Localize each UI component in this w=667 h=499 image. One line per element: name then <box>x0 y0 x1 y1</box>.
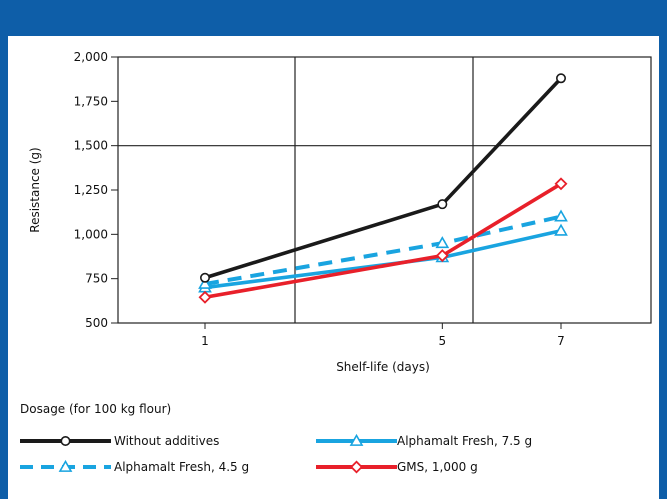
data-point <box>554 209 568 222</box>
series-line <box>204 229 562 290</box>
y-tick-label: 1,000 <box>74 227 108 241</box>
legend-label: Without additives <box>114 434 219 448</box>
data-point <box>200 272 211 283</box>
plot-border <box>117 56 652 324</box>
series-3 <box>198 209 568 289</box>
x-tick-label: 1 <box>201 334 209 348</box>
legend-marker <box>58 459 73 472</box>
data-point <box>198 290 212 304</box>
y-tick-label: 1,250 <box>74 183 108 197</box>
legend-marker <box>60 435 71 446</box>
series-1 <box>200 73 566 283</box>
y-axis-title: Resistance (g) <box>28 147 42 232</box>
legend-marker <box>349 433 364 446</box>
x-tick-label: 7 <box>557 334 565 348</box>
legend-label: Alphamalt Fresh, 7.5 g <box>397 434 532 448</box>
legend-label: GMS, 1,000 g <box>397 460 478 474</box>
x-tick-label: 5 <box>439 334 447 348</box>
y-tick-label: 1,500 <box>74 139 108 153</box>
series-layer <box>198 73 568 304</box>
legend-title: Dosage (for 100 kg flour) <box>20 402 171 416</box>
y-tick-label: 500 <box>85 316 108 330</box>
legend-marker <box>350 460 363 474</box>
data-point <box>554 177 568 191</box>
chart-panel: 500 750 1,000 1,250 1,500 1,750 2,000 1 5 7 Shelf… <box>8 36 659 499</box>
series-line <box>204 77 563 280</box>
legend-item-4: GMS, 1,000 g <box>316 460 478 474</box>
data-point <box>435 249 449 263</box>
data-point <box>435 236 450 249</box>
y-tick-label: 1,750 <box>74 94 108 108</box>
series-line <box>204 214 562 286</box>
series-2 <box>198 223 568 293</box>
axis-ticks: 500 750 1,000 1,250 1,500 1,750 2,000 1 5 7 <box>74 50 565 348</box>
resistance-line-chart: 500 750 1,000 1,250 1,500 1,750 2,000 1 5 7 Shelf… <box>20 50 652 474</box>
legend-item-2: Alphamalt Fresh, 7.5 g <box>316 433 532 448</box>
legend-label: Alphamalt Fresh, 4.5 g <box>114 460 249 474</box>
data-point <box>555 73 566 84</box>
legend-item-1: Without additives <box>20 434 219 448</box>
y-tick-label: 2,000 <box>74 50 108 64</box>
data-point <box>198 276 212 289</box>
data-point <box>437 199 448 210</box>
legend: Dosage (for 100 kg flour) Without additi… <box>20 402 532 474</box>
data-point <box>554 223 568 236</box>
x-axis-title: Shelf-life (days) <box>336 360 430 374</box>
y-tick-label: 750 <box>85 272 108 286</box>
series-4 <box>198 177 568 304</box>
grid-lines <box>117 56 652 324</box>
legend-item-3: Alphamalt Fresh, 4.5 g <box>20 459 249 474</box>
